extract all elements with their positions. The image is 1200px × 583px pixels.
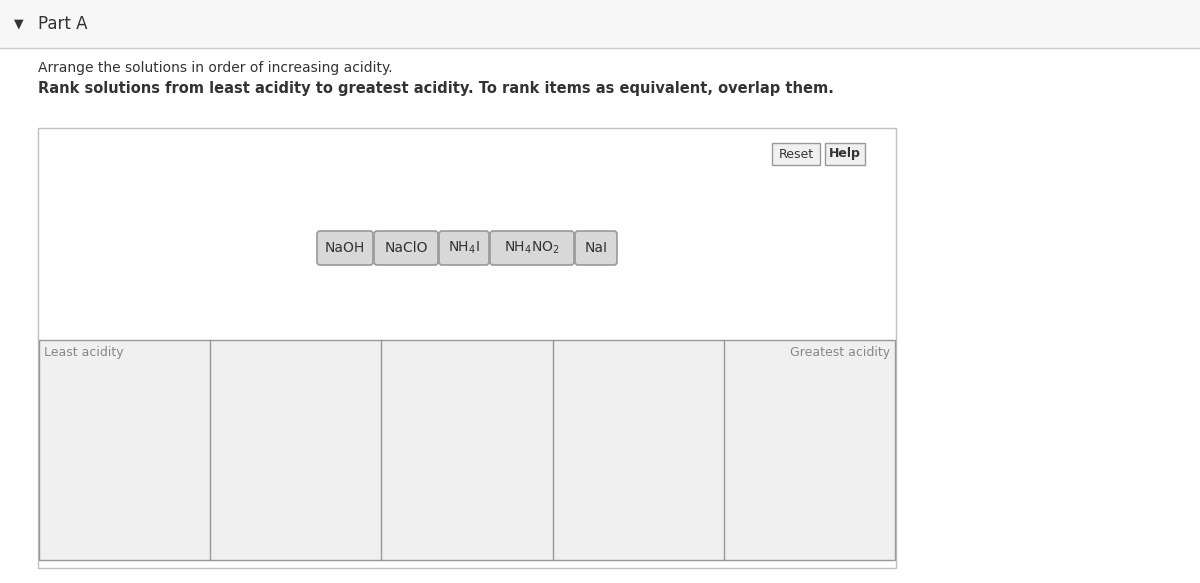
Text: Greatest acidity: Greatest acidity — [790, 346, 890, 359]
Bar — [38, 340, 895, 560]
Text: Least acidity: Least acidity — [44, 346, 124, 359]
Text: NH$_4$I: NH$_4$I — [448, 240, 480, 256]
Text: NaClO: NaClO — [384, 241, 427, 255]
Text: Rank solutions from least acidity to greatest acidity. To rank items as equivale: Rank solutions from least acidity to gre… — [38, 80, 834, 96]
Text: NaOH: NaOH — [325, 241, 365, 255]
FancyBboxPatch shape — [317, 231, 373, 265]
Bar — [38, 128, 896, 568]
Text: Help: Help — [829, 147, 860, 160]
Text: ▼: ▼ — [14, 17, 24, 30]
Text: Reset: Reset — [779, 147, 814, 160]
Text: Arrange the solutions in order of increasing acidity.: Arrange the solutions in order of increa… — [38, 61, 392, 75]
FancyBboxPatch shape — [575, 231, 617, 265]
FancyBboxPatch shape — [490, 231, 574, 265]
Bar — [772, 143, 820, 165]
Bar — [0, 0, 1200, 48]
FancyBboxPatch shape — [374, 231, 438, 265]
Bar — [826, 143, 865, 165]
Text: NH$_4$NO$_2$: NH$_4$NO$_2$ — [504, 240, 560, 256]
FancyBboxPatch shape — [439, 231, 490, 265]
Text: NaI: NaI — [584, 241, 607, 255]
Text: Part A: Part A — [38, 15, 88, 33]
